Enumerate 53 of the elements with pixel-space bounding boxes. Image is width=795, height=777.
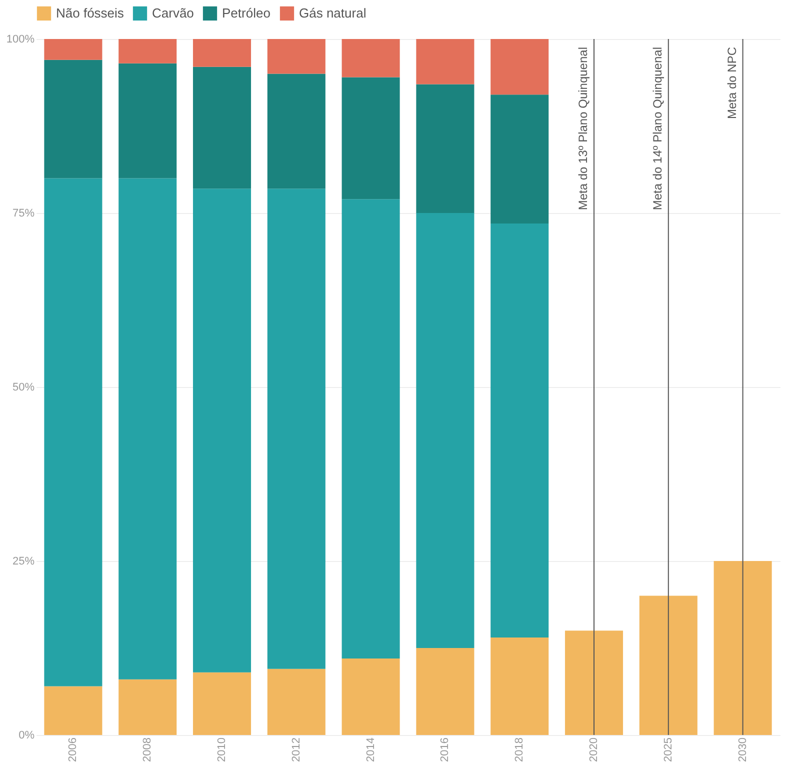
x-tick-label: 2012 (290, 738, 302, 762)
y-tick-label: 50% (12, 382, 35, 394)
x-tick-label: 2008 (142, 738, 154, 762)
ref-line-label: Meta do NPC (724, 46, 739, 120)
bar (192, 66, 252, 189)
bar (267, 39, 326, 74)
x-tick-label: 2016 (439, 738, 452, 762)
bar (192, 39, 252, 67)
bar (118, 39, 177, 64)
bar (714, 561, 772, 735)
bar (267, 74, 326, 189)
y-tick-label: 75% (12, 208, 35, 220)
x-tick-label: 2010 (216, 738, 228, 762)
bar (192, 188, 252, 672)
bar (342, 39, 400, 78)
legend-label: Gás natural (299, 5, 366, 20)
bar (639, 596, 698, 735)
x-tick-label: 2018 (514, 738, 526, 762)
bar (416, 213, 474, 648)
bar (44, 39, 102, 60)
bar (118, 178, 177, 680)
y-tick-label: 25% (12, 556, 35, 568)
x-tick-label: 2006 (67, 738, 80, 762)
bar (416, 84, 474, 213)
bar (342, 199, 400, 658)
ref-line-label: Meta do 13º Plano Quinquenal (576, 47, 590, 210)
legend-label: Petróleo (222, 5, 270, 20)
bar (342, 658, 400, 735)
bar (490, 638, 549, 735)
bar (44, 686, 102, 735)
bar (118, 679, 177, 735)
y-tick-label: 0% (18, 730, 35, 742)
bar (342, 77, 400, 200)
bar (564, 630, 624, 735)
legend-label: Carvão (152, 5, 194, 20)
bar (490, 94, 549, 224)
bar (490, 223, 549, 638)
bar (416, 39, 474, 84)
bar (267, 188, 326, 669)
bar (416, 648, 474, 735)
ref-line-label: Meta do 14º Plano Quinquenal (650, 47, 664, 210)
x-tick-label: 2020 (588, 738, 600, 762)
bar (267, 668, 326, 735)
bar (44, 178, 102, 686)
y-tick-label: 100% (6, 34, 35, 46)
x-tick-label: 2030 (736, 738, 749, 762)
legend-label: Não fósseis (56, 5, 124, 20)
bar (490, 39, 549, 95)
bar (118, 63, 177, 178)
bar (44, 60, 102, 178)
bar (192, 672, 252, 735)
x-tick-label: 2014 (364, 738, 377, 762)
x-tick-label: 2025 (662, 738, 674, 762)
